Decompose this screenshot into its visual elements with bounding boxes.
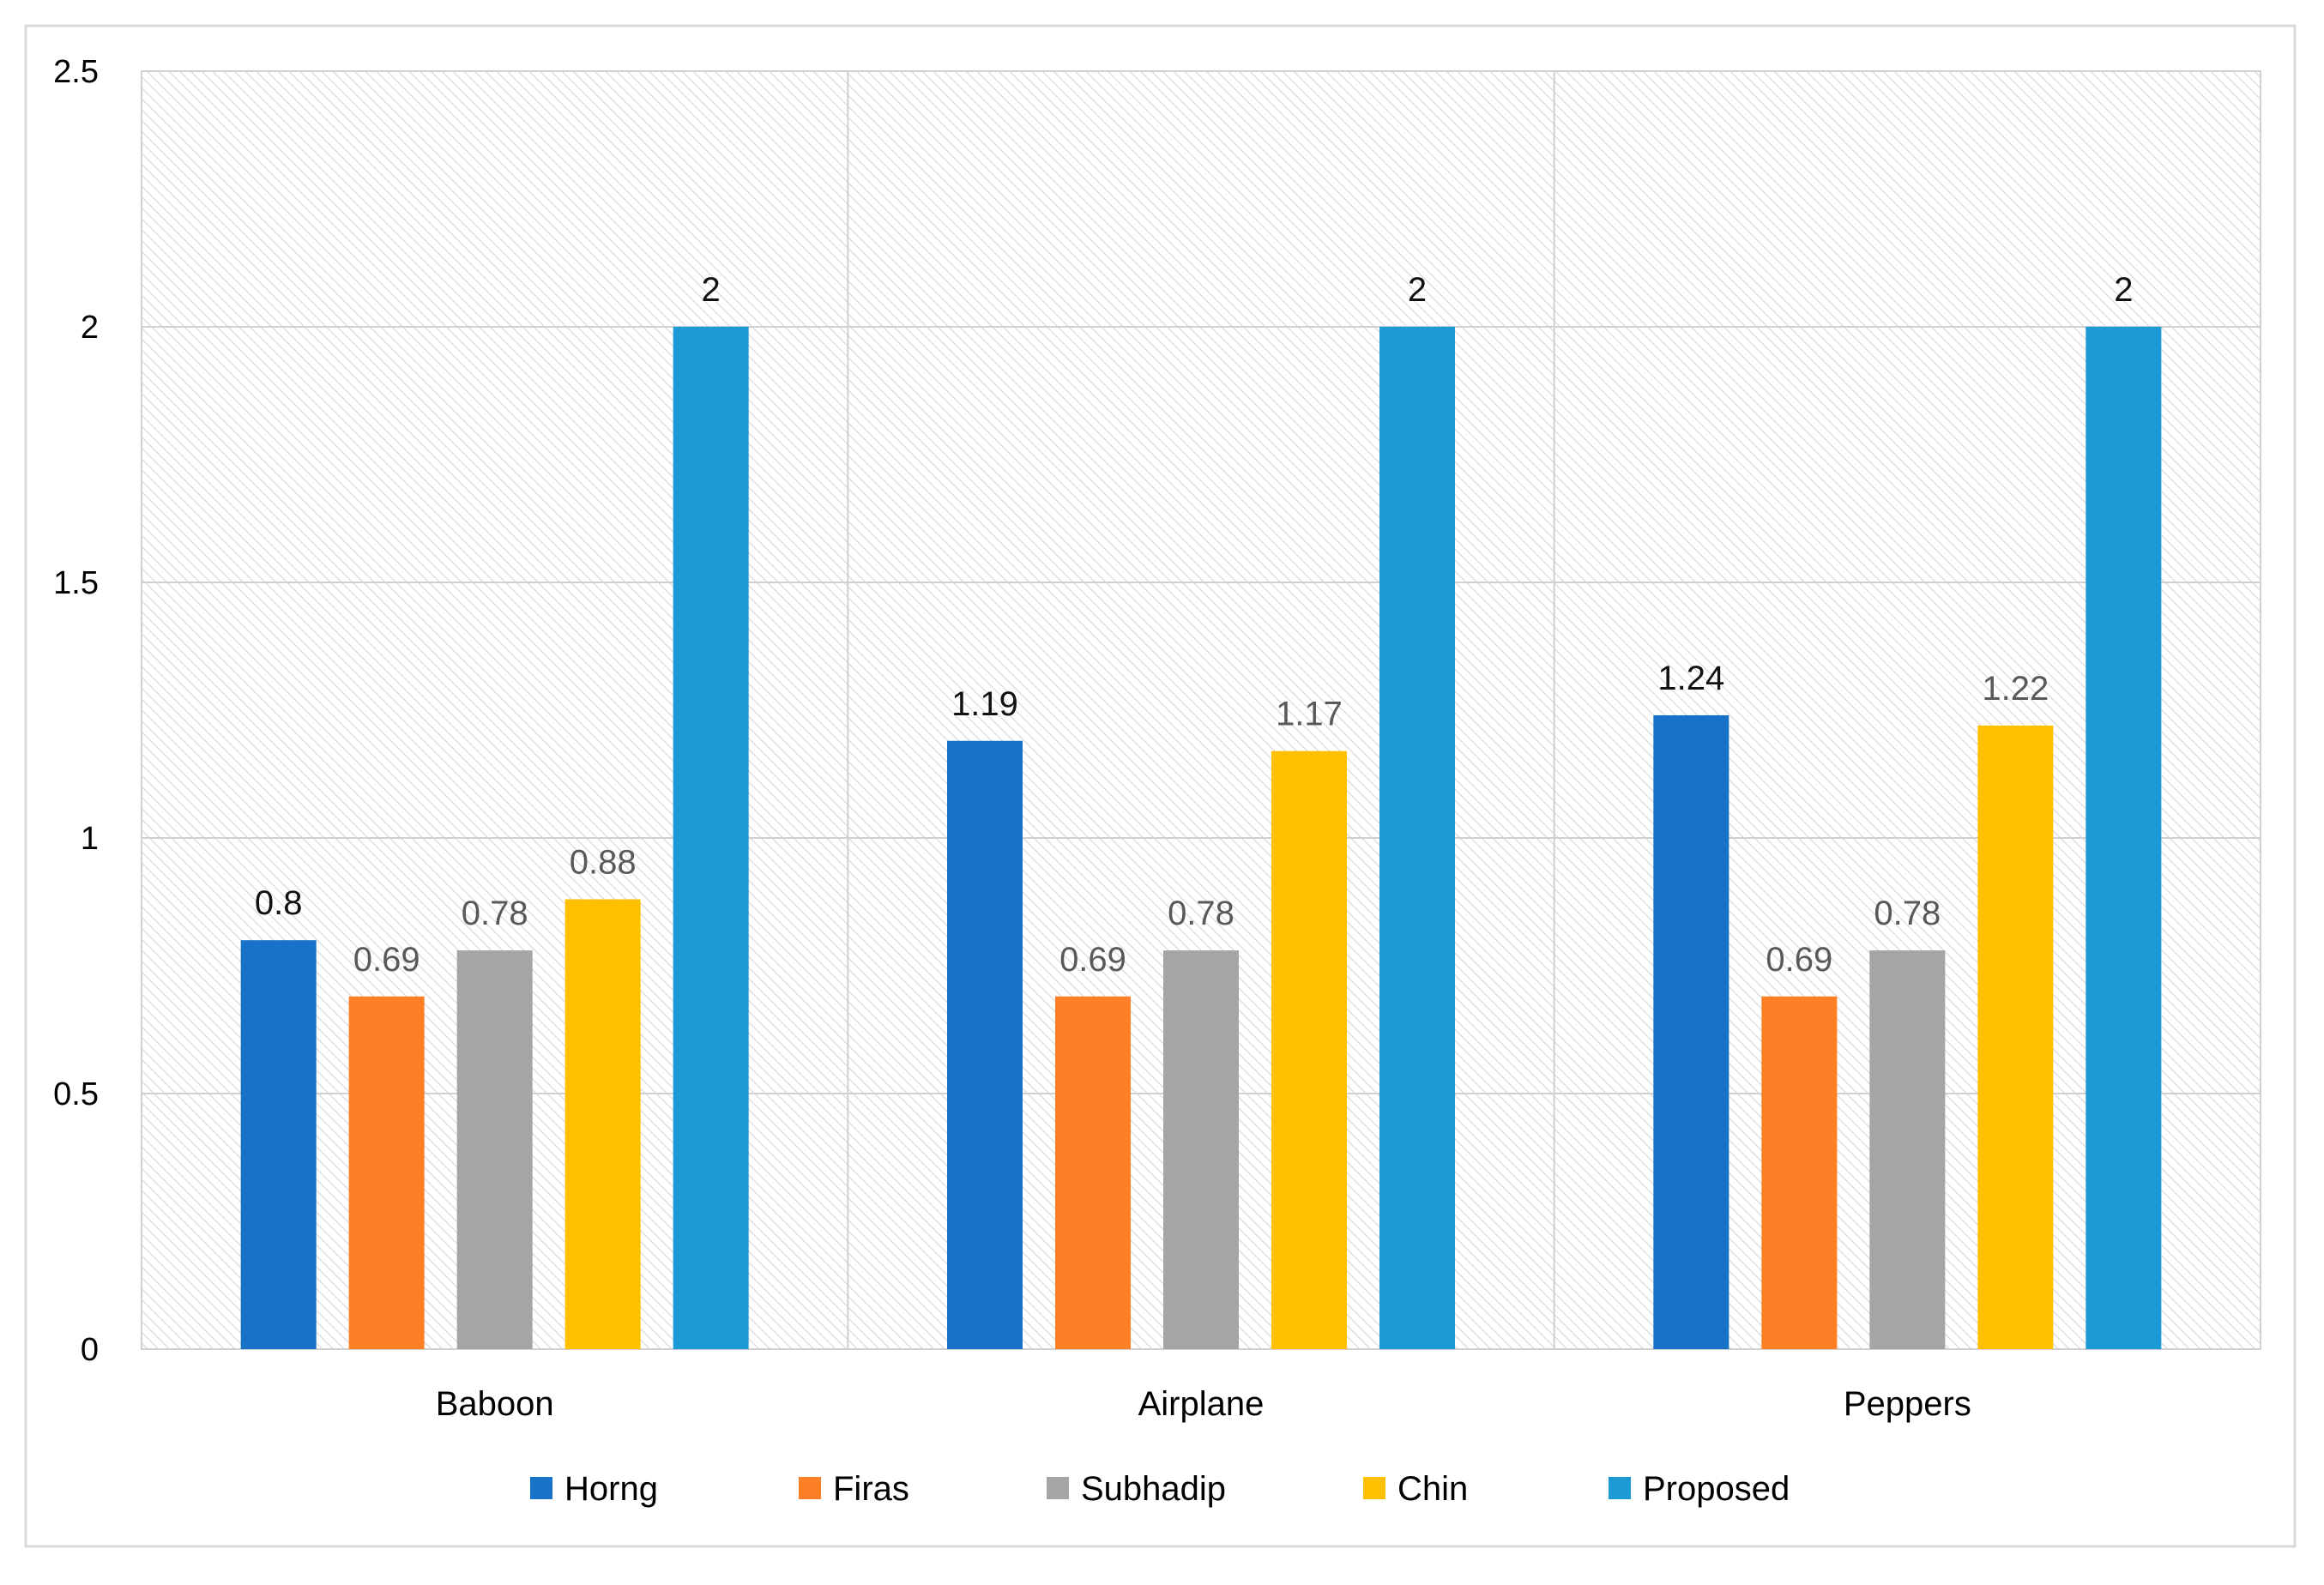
data-label-horng-baboon: 0.8 [255,884,303,922]
bar-proposed-airplane [1379,327,1455,1349]
x-tick-label-airplane: Airplane [1138,1385,1265,1423]
x-tick-label-peppers: Peppers [1844,1385,1971,1423]
data-label-firas-airplane: 0.69 [1059,941,1126,979]
data-label-horng-airplane: 1.19 [951,685,1018,723]
data-label-chin-baboon: 0.88 [570,844,637,882]
data-label-firas-peppers: 0.69 [1766,941,1832,979]
bar-proposed-peppers [2086,327,2162,1349]
legend-item-subhadip[interactable]: Subhadip [1047,1470,1226,1508]
data-label-proposed-baboon: 2 [702,271,721,309]
bar-firas-airplane [1055,996,1131,1349]
data-label-proposed-peppers: 2 [2114,271,2133,309]
bar-chin-baboon [564,899,641,1349]
legend-swatch-chin [1363,1477,1385,1499]
y-tick-label: 0 [81,1332,99,1368]
bar-firas-baboon [348,996,425,1349]
legend-item-chin[interactable]: Chin [1363,1470,1468,1508]
data-label-subhadip-peppers: 0.78 [1874,895,1941,932]
bar-horng-peppers [1653,714,1729,1349]
bar-proposed-baboon [673,327,749,1349]
y-axis-tick-labels: 0 0.5 1 1.5 2 2.5 [53,54,99,1368]
x-tick-label-baboon: Baboon [436,1385,554,1423]
legend-label-subhadip: Subhadip [1081,1470,1226,1508]
data-label-firas-baboon: 0.69 [353,941,420,979]
bar-chin-peppers [1977,725,2054,1349]
data-label-chin-airplane: 1.17 [1276,696,1343,733]
data-label-subhadip-airplane: 0.78 [1168,895,1234,932]
x-axis-category-labels: Baboon Airplane Peppers [436,1385,1971,1423]
legend-label-chin: Chin [1397,1470,1468,1508]
data-label-subhadip-baboon: 0.78 [462,895,528,932]
data-label-chin-peppers: 1.22 [1982,670,2049,708]
data-label-proposed-airplane: 2 [1408,271,1427,309]
bar-subhadip-peppers [1869,950,1946,1349]
legend-swatch-firas [799,1477,821,1499]
y-tick-label: 1.5 [53,565,99,601]
bars [240,327,2162,1349]
legend-label-horng: Horng [564,1470,658,1508]
bar-horng-airplane [947,740,1023,1349]
bar-horng-baboon [240,940,317,1349]
bar-subhadip-airplane [1163,950,1239,1349]
legend-swatch-horng [530,1477,552,1499]
y-tick-label: 0.5 [53,1076,99,1112]
legend-label-firas: Firas [833,1470,909,1508]
legend-swatch-subhadip [1047,1477,1069,1499]
legend-swatch-proposed [1609,1477,1631,1499]
legend-item-horng[interactable]: Horng [530,1470,658,1508]
data-labels: 0.8 0.69 0.78 0.88 2 1.19 0.69 0.78 1.17 2 1.24 0.6… [255,271,2134,979]
bar-firas-peppers [1761,996,1838,1349]
bar-chin-airplane [1271,750,1347,1349]
data-label-horng-peppers: 1.24 [1657,660,1724,697]
y-tick-label: 1 [81,821,99,857]
bar-subhadip-baboon [456,950,533,1349]
legend: Horng Firas Subhadip Chin Proposed [530,1470,1790,1508]
y-tick-label: 2 [81,310,99,346]
legend-item-firas[interactable]: Firas [799,1470,909,1508]
y-tick-label: 2.5 [53,54,99,90]
legend-label-proposed: Proposed [1643,1470,1790,1508]
legend-item-proposed[interactable]: Proposed [1609,1470,1790,1508]
